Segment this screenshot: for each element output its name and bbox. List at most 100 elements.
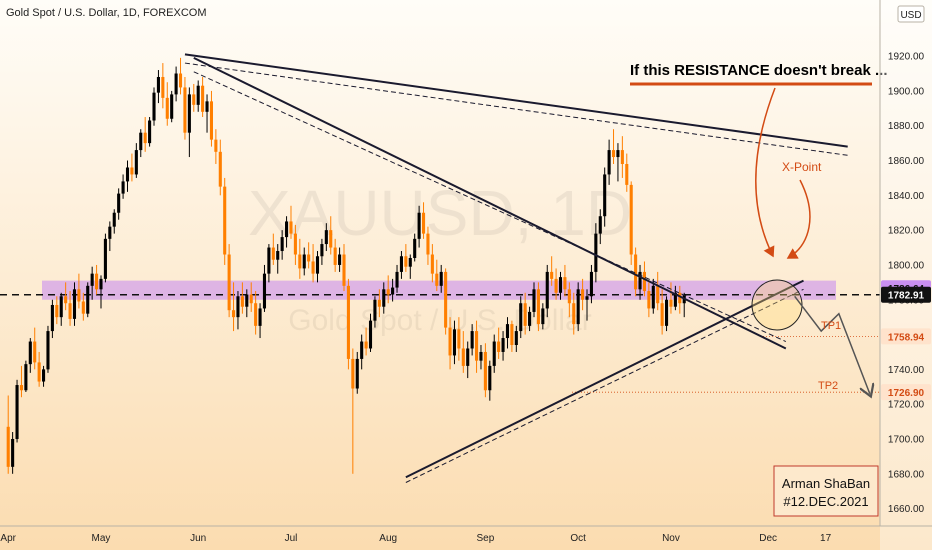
candle-body	[461, 348, 465, 366]
candle-body	[452, 329, 457, 356]
candle-body	[554, 278, 558, 293]
candle-body	[430, 254, 434, 274]
candle-body	[346, 285, 350, 359]
candle-body	[417, 212, 421, 239]
candle-body	[64, 296, 68, 304]
candle-body	[505, 324, 510, 339]
candle-body	[351, 358, 355, 389]
candle-body	[240, 296, 244, 307]
candle-body	[218, 151, 222, 187]
candle-body	[156, 76, 160, 93]
candle-body	[249, 294, 253, 304]
tp2-price-tag: 1726.90	[888, 388, 925, 399]
candle-body	[245, 294, 249, 307]
candle-body	[11, 438, 15, 467]
x-tick-label: Nov	[662, 533, 680, 544]
candle-body	[174, 73, 178, 95]
candle-body	[329, 230, 333, 248]
candle-body	[33, 341, 37, 363]
candle-body	[581, 289, 585, 300]
x-tick-label: 17	[820, 533, 832, 544]
x-axis-ticks[interactable]: Apr May Jun Jul Aug Sep Oct Nov Dec 17	[0, 533, 831, 544]
candle-body	[408, 257, 412, 267]
candle-body	[72, 289, 77, 319]
y-tick-label: 1820.00	[888, 226, 925, 237]
level-lines-layer	[0, 293, 880, 393]
candle-body	[457, 329, 461, 349]
y-tick-label: 1880.00	[888, 121, 925, 132]
tp2-price-tag-bg	[881, 384, 931, 401]
candle-body	[143, 132, 147, 144]
candle-body	[121, 181, 125, 194]
x-tick-label: Jul	[285, 533, 298, 544]
candle-body	[112, 212, 116, 227]
candle-body	[523, 303, 527, 326]
candle-body	[497, 341, 501, 352]
candle-body	[117, 193, 121, 213]
candle-body	[532, 289, 536, 312]
candle-body	[386, 289, 390, 295]
candle-body	[611, 150, 616, 158]
candle-body	[302, 254, 306, 269]
candle-body	[236, 296, 240, 318]
candle-body	[196, 85, 200, 105]
candles-layer	[6, 57, 686, 474]
candle-body	[165, 97, 169, 119]
candle-body	[95, 273, 99, 290]
candle-body	[19, 385, 24, 391]
candle-body	[399, 256, 403, 272]
candle-body	[475, 331, 479, 361]
candle-body	[466, 348, 470, 366]
candle-body	[567, 289, 571, 304]
candle-body	[6, 426, 10, 467]
price-axis[interactable]	[880, 0, 932, 550]
candle-body	[214, 139, 218, 152]
x-tick-label: Dec	[759, 533, 777, 544]
candle-body	[470, 331, 474, 349]
candle-body	[413, 238, 417, 258]
y-tick-label: 1680.00	[888, 469, 925, 480]
candle-body	[373, 299, 377, 321]
trendline-dashed	[193, 71, 787, 342]
candle-body	[81, 301, 85, 314]
candle-body	[178, 73, 183, 88]
candle-body	[333, 247, 337, 265]
y-tick-label: 1700.00	[888, 434, 925, 445]
candle-body	[315, 256, 320, 274]
resistance-zone-layer	[42, 280, 836, 300]
candle-body	[647, 291, 651, 309]
candle-body	[536, 289, 540, 325]
candle-body	[426, 233, 430, 255]
candle-body	[152, 92, 156, 121]
resistance-arrow	[754, 87, 776, 258]
candle-body	[262, 273, 267, 309]
candle-body	[558, 277, 563, 293]
x-tick-label: Jun	[190, 533, 206, 544]
candle-body	[59, 296, 63, 318]
candle-body	[338, 254, 342, 265]
candle-body	[90, 273, 94, 286]
tp1-price-tag: 1758.94	[888, 332, 925, 343]
y-tick-label: 1860.00	[888, 156, 925, 167]
candle-body	[231, 310, 236, 318]
x-tick-label: Aug	[379, 533, 397, 544]
candle-body	[68, 303, 72, 319]
candle-body	[501, 338, 505, 352]
candle-body	[545, 271, 549, 309]
candle-body	[678, 292, 682, 304]
x-tick-label: Sep	[476, 533, 494, 544]
x-point-label: X-Point	[782, 160, 822, 174]
candle-body	[271, 247, 275, 260]
candle-body	[289, 221, 293, 234]
candle-body	[46, 331, 50, 370]
candle-body	[360, 341, 364, 359]
candle-body	[298, 254, 302, 269]
candle-body	[514, 331, 518, 346]
author-box	[773, 465, 879, 517]
currency-badge[interactable]: USD	[897, 5, 925, 23]
candle-body	[342, 254, 346, 286]
current-price-tag-bg	[881, 286, 931, 303]
